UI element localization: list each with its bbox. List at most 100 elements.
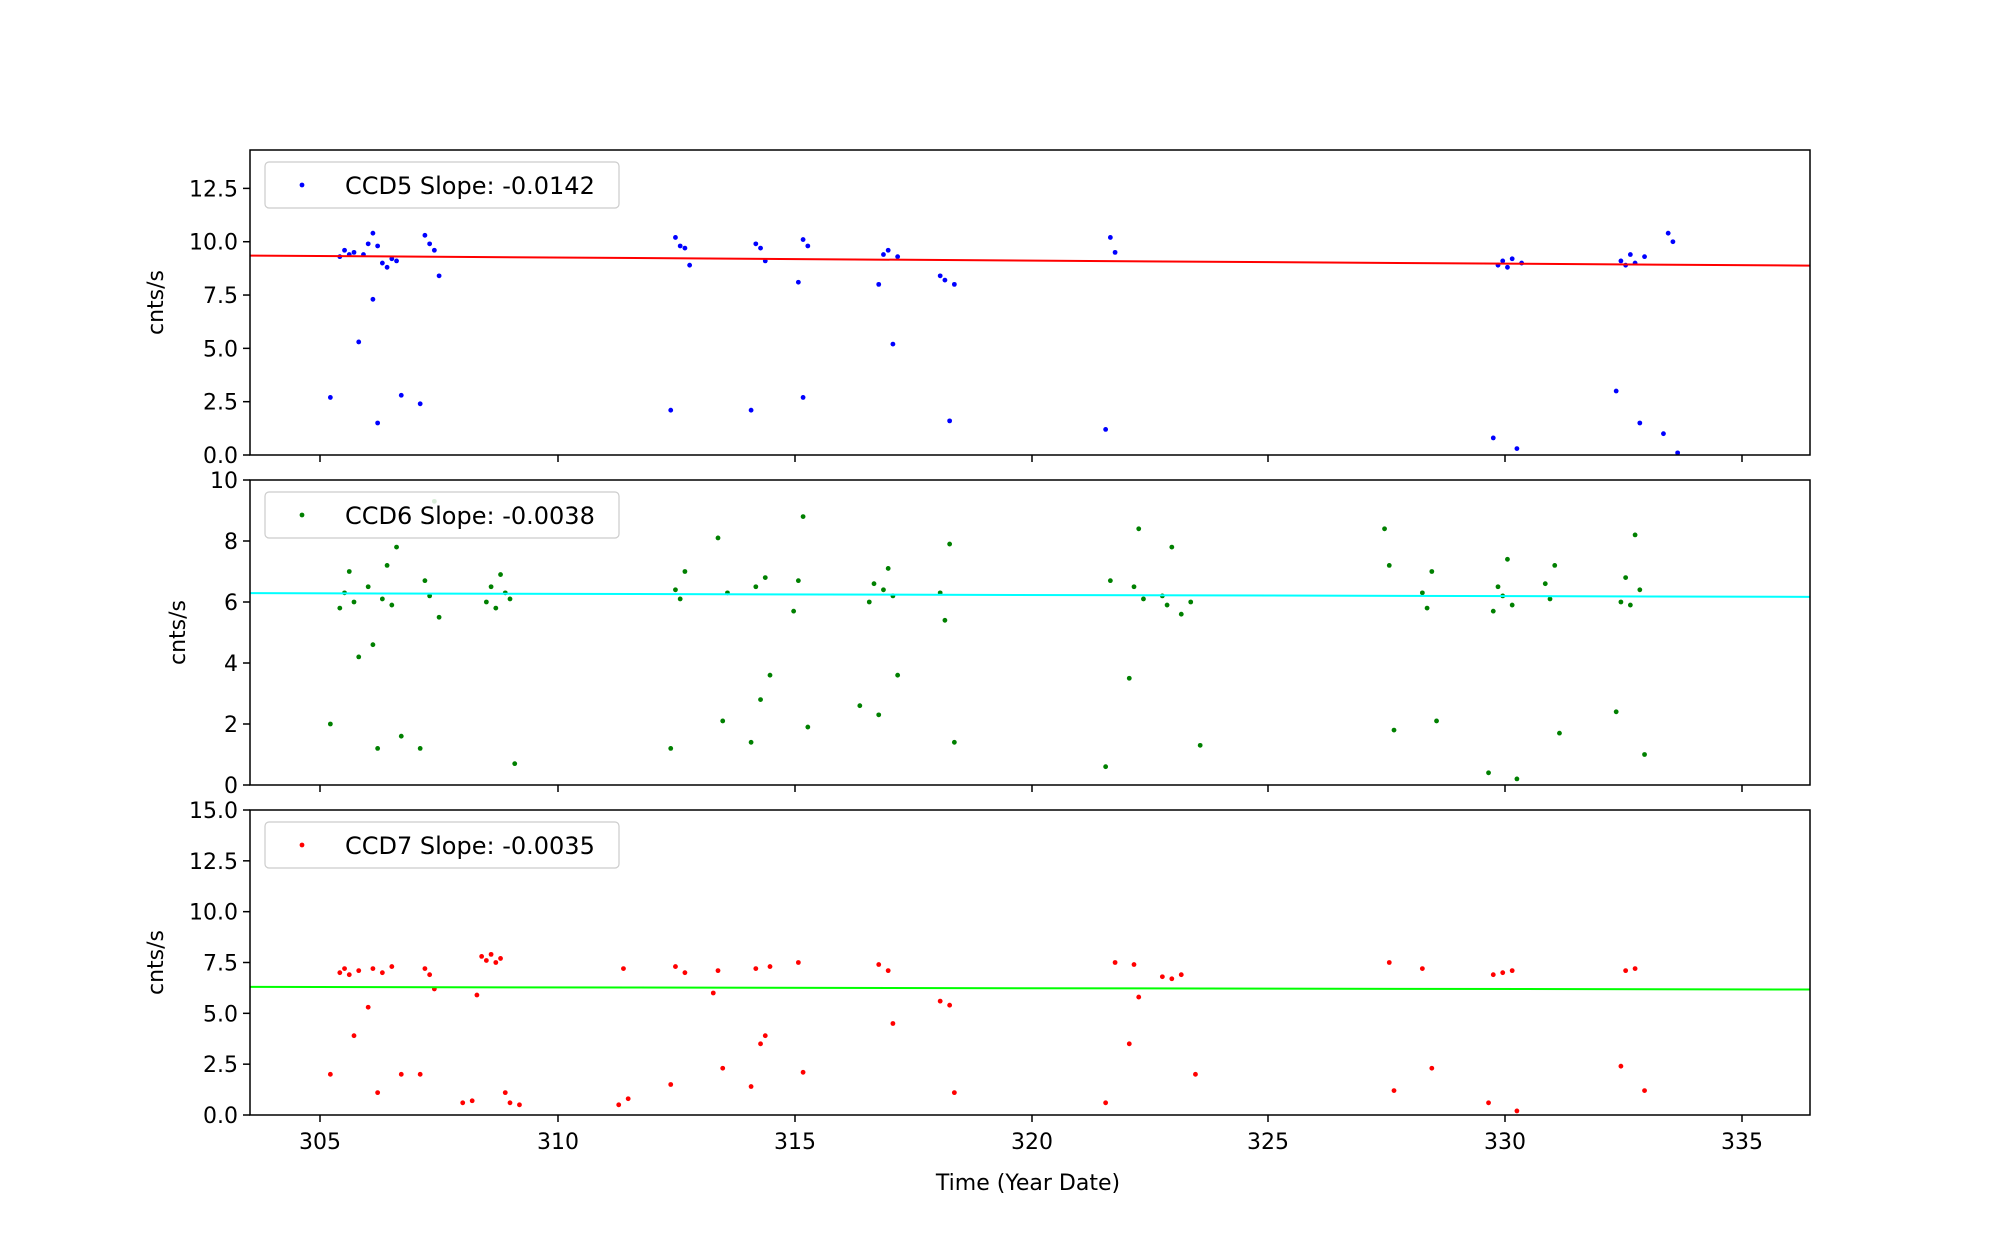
data-point [1514,1108,1520,1114]
x-tick-label: 305 [299,1130,341,1155]
data-point [937,998,943,1004]
y-tick-label: 12.5 [189,850,238,875]
data-point [1509,256,1515,262]
x-tick-label: 310 [537,1130,579,1155]
data-point [1159,974,1165,980]
data-point [1391,1088,1397,1093]
data-point [370,230,376,236]
data-point [493,605,499,611]
data-point [422,578,428,584]
data-point [800,514,806,519]
y-tick-label: 2.5 [203,1053,238,1078]
data-point [1103,427,1109,432]
data-point [885,968,891,974]
data-point [715,535,721,541]
data-point [1557,730,1562,736]
data-point [876,962,882,967]
data-point [682,569,688,574]
y-tick-label: 7.5 [203,952,238,977]
data-point [427,593,433,599]
data-point [375,746,381,751]
data-point [493,960,499,965]
data-point [876,712,882,718]
data-point [1112,960,1118,965]
data-point [1107,578,1113,584]
data-point [1505,264,1510,270]
data-point [795,960,801,965]
data-point [498,956,503,961]
data-point [720,1065,726,1071]
data-point [1661,431,1666,437]
data-point [857,703,863,709]
data-point [394,258,399,264]
data-point [427,972,433,978]
data-point [1500,258,1506,264]
x-axis-label: Time (Year Date) [935,1171,1120,1196]
legend-marker [299,512,305,518]
data-point [1103,764,1109,770]
data-point [1509,602,1515,608]
legend-label: CCD7 Slope: -0.0035 [345,832,595,860]
y-tick-label: 8 [224,530,238,555]
data-point [375,1090,381,1096]
data-point [384,563,390,568]
legend: CCD6 Slope: -0.0038 [264,491,620,539]
data-point [710,990,716,996]
data-point [805,724,811,730]
data-point [1136,994,1142,1000]
data-point [942,277,948,283]
data-point [682,970,688,976]
legend-box [264,821,620,869]
y-tick-label: 12.5 [189,177,238,202]
data-point [1509,968,1515,974]
data-point [512,761,518,767]
fit-line [249,985,1811,991]
data-point [1552,563,1558,568]
data-point [469,1098,475,1104]
data-point [327,395,333,400]
data-point [805,243,811,249]
legend: CCD5 Slope: -0.0142 [264,161,620,209]
data-point [474,992,480,998]
data-point [791,608,797,614]
data-point [1618,1063,1624,1069]
data-point [436,273,442,279]
data-point [1429,569,1435,574]
data-point [1618,258,1624,264]
data-point [951,739,957,745]
data-point [673,964,678,969]
data-point [1547,596,1553,602]
data-point [1505,556,1510,562]
data-point [370,642,376,648]
data-point [890,1021,896,1026]
data-point [762,1033,768,1039]
data-point [398,1071,404,1077]
panel-ccd6: 0 2 4 6 8 10 cnts/s CCD6 Slope: -0.0038 [166,469,1811,799]
data-point [398,733,404,739]
data-point [1542,581,1548,587]
data-point [479,954,485,959]
y-tick-label: 0.0 [203,1104,238,1129]
data-point [951,1090,957,1096]
data-point [422,966,428,971]
data-point [1490,608,1496,614]
data-point [370,966,376,971]
x-tick-label: 335 [1721,1130,1763,1155]
data-point [389,256,395,262]
data-point [346,569,352,574]
data-point [1665,230,1671,236]
data-point [748,1084,754,1089]
data-point [1178,611,1184,617]
data-point [625,1096,631,1102]
data-point [767,672,773,678]
data-point [1613,388,1619,394]
data-point [1131,584,1137,590]
data-point [668,407,674,413]
data-point [1178,972,1184,978]
data-point [507,1100,513,1106]
data-point [871,581,877,587]
data-point [720,718,726,724]
data-point [517,1102,522,1108]
data-point [758,245,763,251]
